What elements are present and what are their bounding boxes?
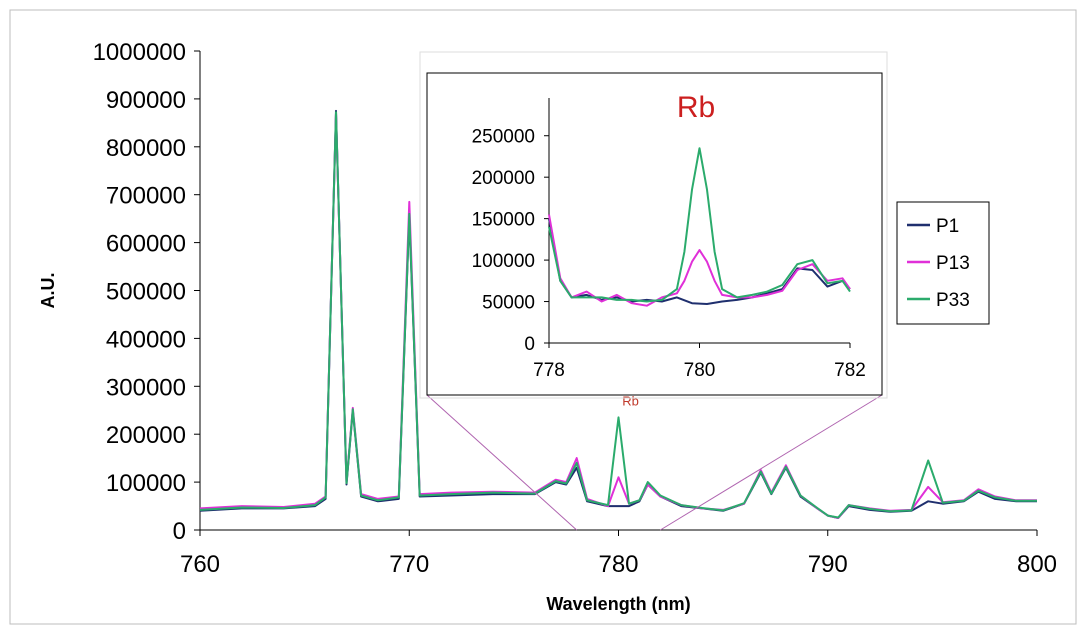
- zoom-connector-left: [426, 394, 577, 531]
- inset-y-tick-label: 150000: [472, 210, 535, 231]
- inset-frame: [426, 72, 883, 396]
- main-y-tick-label: 500000: [106, 279, 186, 306]
- main-plot: 0100000200000300000400000500000600000700…: [38, 39, 1057, 614]
- main-y-tick-label: 700000: [106, 183, 186, 210]
- series-line-p33: [199, 111, 1037, 519]
- main-y-tick-label: 400000: [106, 326, 186, 353]
- inset-title: Rb: [677, 91, 715, 124]
- main-x-tick-label: 800: [1017, 551, 1057, 578]
- zoom-connector-lines: [426, 394, 883, 531]
- legend-label-p13: P13: [936, 253, 970, 274]
- y-axis-title: A.U.: [38, 273, 58, 309]
- inset-outer-frame: [419, 51, 888, 399]
- main-x-tick-label: 760: [180, 551, 220, 578]
- legend-label-p33: P33: [936, 290, 970, 311]
- main-y-tick-label: 200000: [106, 422, 186, 449]
- main-x-tick-label: 780: [598, 551, 638, 578]
- inset-series-line-p33: [548, 147, 851, 303]
- inset-y-tick-label: 50000: [482, 293, 535, 314]
- inset-y-tick-label: 250000: [472, 127, 535, 148]
- main-y-tick-label: 100000: [106, 470, 186, 497]
- rb-peak-annotation: Rb: [622, 393, 639, 408]
- inset-plot: 0 50000 100000 150000 200000 250000 778 780 782 R…: [419, 51, 888, 399]
- inset-y-tick-label: 200000: [472, 168, 535, 189]
- main-y-tick-label: 600000: [106, 231, 186, 258]
- main-y-tick-label: 300000: [106, 374, 186, 401]
- main-y-tick-label: 0: [173, 518, 186, 545]
- inset-x-tick-label: 778: [533, 360, 565, 381]
- main-x-tick-label: 770: [389, 551, 429, 578]
- legend: P1 P13 P33: [896, 201, 990, 325]
- zoom-connector-right: [660, 394, 883, 531]
- inset-y-tick-label: 0: [524, 334, 535, 355]
- inset-x-tick-label: 782: [834, 360, 866, 381]
- legend-label-p1: P1: [936, 216, 959, 237]
- inset-x-tick-label: 780: [684, 360, 716, 381]
- inset-series-line-p13: [548, 214, 851, 307]
- main-y-tick-label: 900000: [106, 87, 186, 114]
- inset-y-tick-label: 100000: [472, 251, 535, 272]
- main-x-tick-label: 790: [808, 551, 848, 578]
- x-axis-title: Wavelength (nm): [546, 594, 690, 614]
- main-y-tick-label: 800000: [106, 135, 186, 162]
- main-y-tick-label: 1000000: [93, 39, 186, 66]
